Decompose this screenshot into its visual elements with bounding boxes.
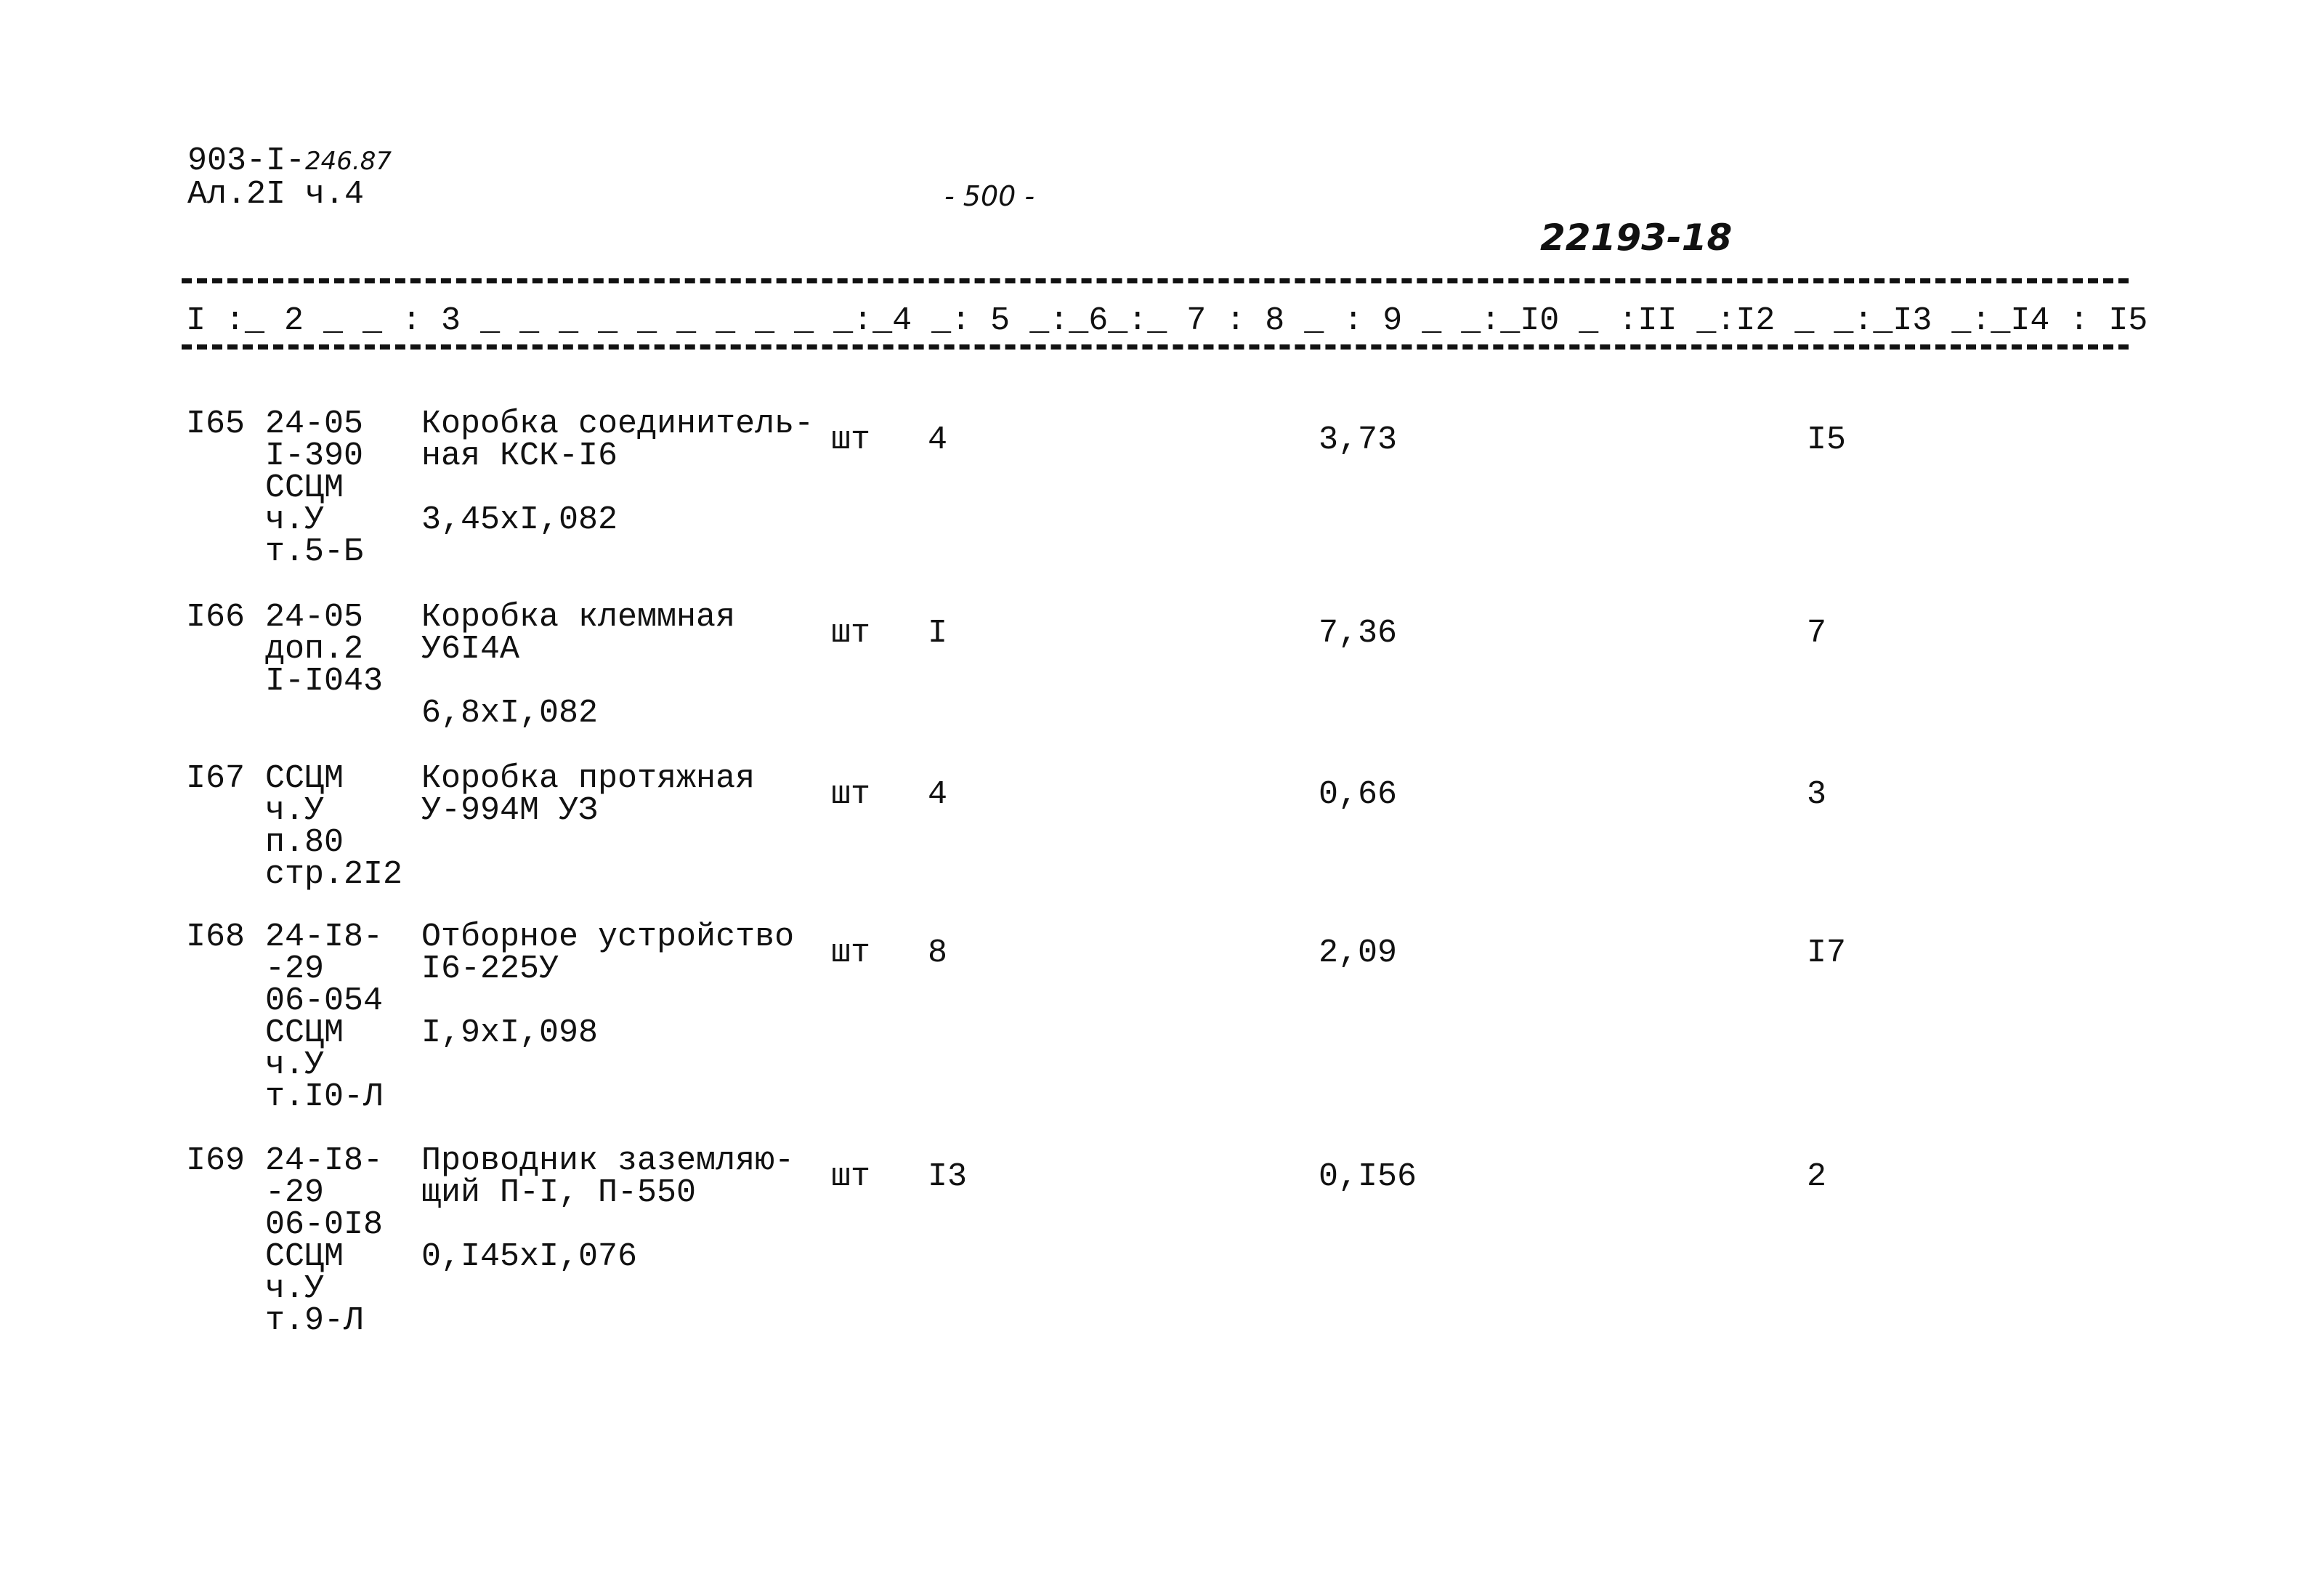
column-9-value: 0,I56 — [1319, 1158, 1417, 1195]
column-9-value: 3,73 — [1319, 421, 1398, 459]
row-number: I69 — [186, 1142, 246, 1179]
calculation-cell: 6,8xI,082 — [421, 695, 599, 732]
calculation-cell: I,9xI,098 — [421, 1014, 599, 1051]
column-13-value: 3 — [1807, 776, 1827, 813]
item-name-cell: Коробка протяжная У-994М УЗ — [421, 760, 756, 829]
document-code-handwritten: 246.87 — [305, 147, 392, 176]
item-name-cell: Коробка клеммная У6I4А — [421, 599, 736, 668]
item-name-cell: Проводник заземляю- щий П-I, П-550 — [421, 1142, 795, 1211]
quantity-cell: I — [928, 615, 948, 652]
unit-cell: шт — [831, 776, 871, 813]
row-number: I65 — [186, 405, 246, 443]
column-header-row: I :_ 2 _ _ : 3 _ _ _ _ _ _ _ _ _ _:_4 _:… — [186, 302, 2148, 339]
unit-cell: шт — [831, 615, 871, 652]
column-9-value: 7,36 — [1319, 615, 1398, 652]
reference-cell: ССЦМ ч.У п.80 стр.2I2 — [265, 760, 403, 893]
top-divider — [182, 278, 2129, 283]
calculation-cell: 3,45xI,082 — [421, 501, 618, 538]
quantity-cell: 4 — [928, 776, 948, 813]
document-code: 903-I-246.87 — [187, 145, 392, 177]
archive-number: 22193-18 — [1540, 217, 1733, 259]
quantity-cell: I3 — [928, 1158, 968, 1195]
column-13-value: 2 — [1807, 1158, 1827, 1195]
quantity-cell: 8 — [928, 934, 948, 972]
column-13-value: 7 — [1807, 615, 1827, 652]
unit-cell: шт — [831, 1158, 871, 1195]
reference-cell: 24-I8- -29 06-0I8 ССЦМ ч.У т.9-Л — [265, 1142, 384, 1339]
header-bottom-divider — [182, 344, 2129, 350]
item-name-cell: Коробка соединитель- ная КСК-I6 — [421, 405, 814, 475]
document-code-typed: 903-I- — [187, 142, 306, 179]
row-number: I66 — [186, 599, 246, 636]
column-9-value: 2,09 — [1319, 934, 1398, 972]
column-13-value: I7 — [1807, 934, 1847, 972]
quantity-cell: 4 — [928, 421, 948, 459]
reference-cell: 24-05 доп.2 I-I043 — [265, 599, 384, 700]
unit-cell: шт — [831, 421, 871, 459]
reference-cell: 24-I8- -29 06-054 ССЦМ ч.У т.I0-Л — [265, 918, 384, 1115]
unit-cell: шт — [831, 934, 871, 972]
item-name-cell: Отборное устройство I6-225У — [421, 918, 795, 988]
album-label: Ал.2I ч.4 — [187, 176, 365, 213]
row-number: I67 — [186, 760, 246, 797]
calculation-cell: 0,I45xI,076 — [421, 1238, 638, 1275]
column-13-value: I5 — [1807, 421, 1847, 459]
column-9-value: 0,66 — [1319, 776, 1398, 813]
reference-cell: 24-05 I-390 ССЦМ ч.У т.5-Б — [265, 405, 364, 570]
page-number: - 500 - — [944, 180, 1035, 212]
row-number: I68 — [186, 918, 246, 956]
